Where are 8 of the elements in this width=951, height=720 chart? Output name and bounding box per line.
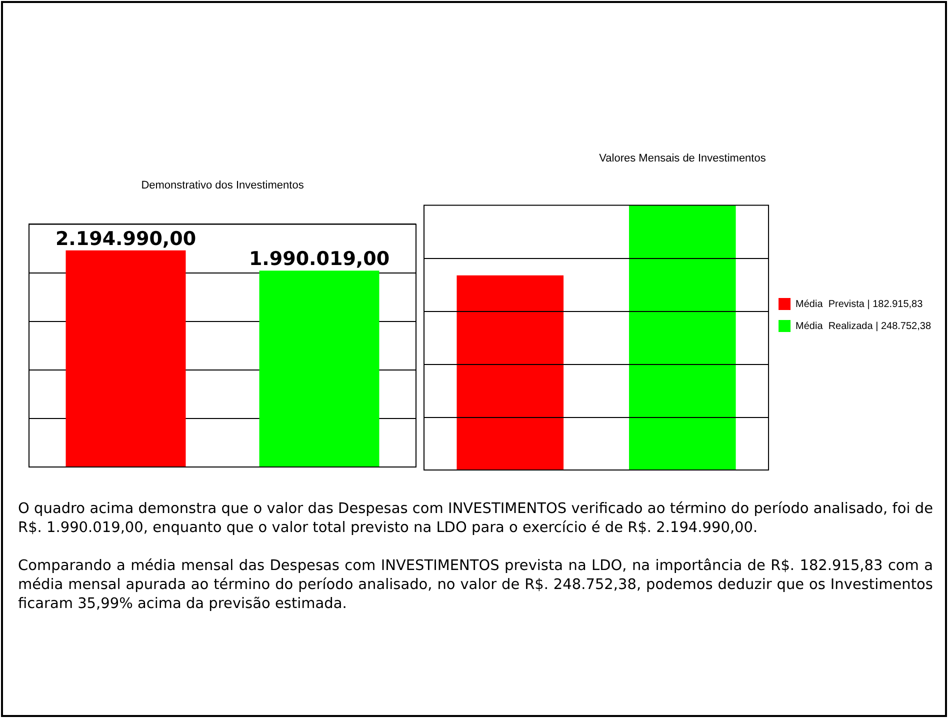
legend-label: Média Prevista | 182.915,83 — [796, 298, 924, 310]
text: Comparando a média mensal das Despesas com INVESTIMENTOS prevista na LDO, na importância de R$. 182.915,83 com a média mensal apurada ao término do período analisado, no valor de R$. 248.752,38, podemos deduzir que os Investimentos ficaram 35,99% acima da previsão estimada. — [18, 557, 933, 614]
legend-label: Média Realizada | 248.752,38 — [796, 320, 932, 332]
text: O quadro acima demonstra que o valor das Despesas com INVESTIMENTOS verificado ao término do período analisado, foi de R$. 1.990.019,00, enquanto que o valor total previsto na LDO para o exercício é de R$. 2.194.990,00. — [18, 500, 933, 538]
chart-title: Demonstrativo dos Investimentos — [141, 180, 304, 192]
data-label: 2.194.990,00 — [55, 228, 196, 250]
chart-title: Valores Mensais de Investimentos — [599, 152, 766, 165]
data-label: 1.990.019,00 — [248, 248, 390, 270]
